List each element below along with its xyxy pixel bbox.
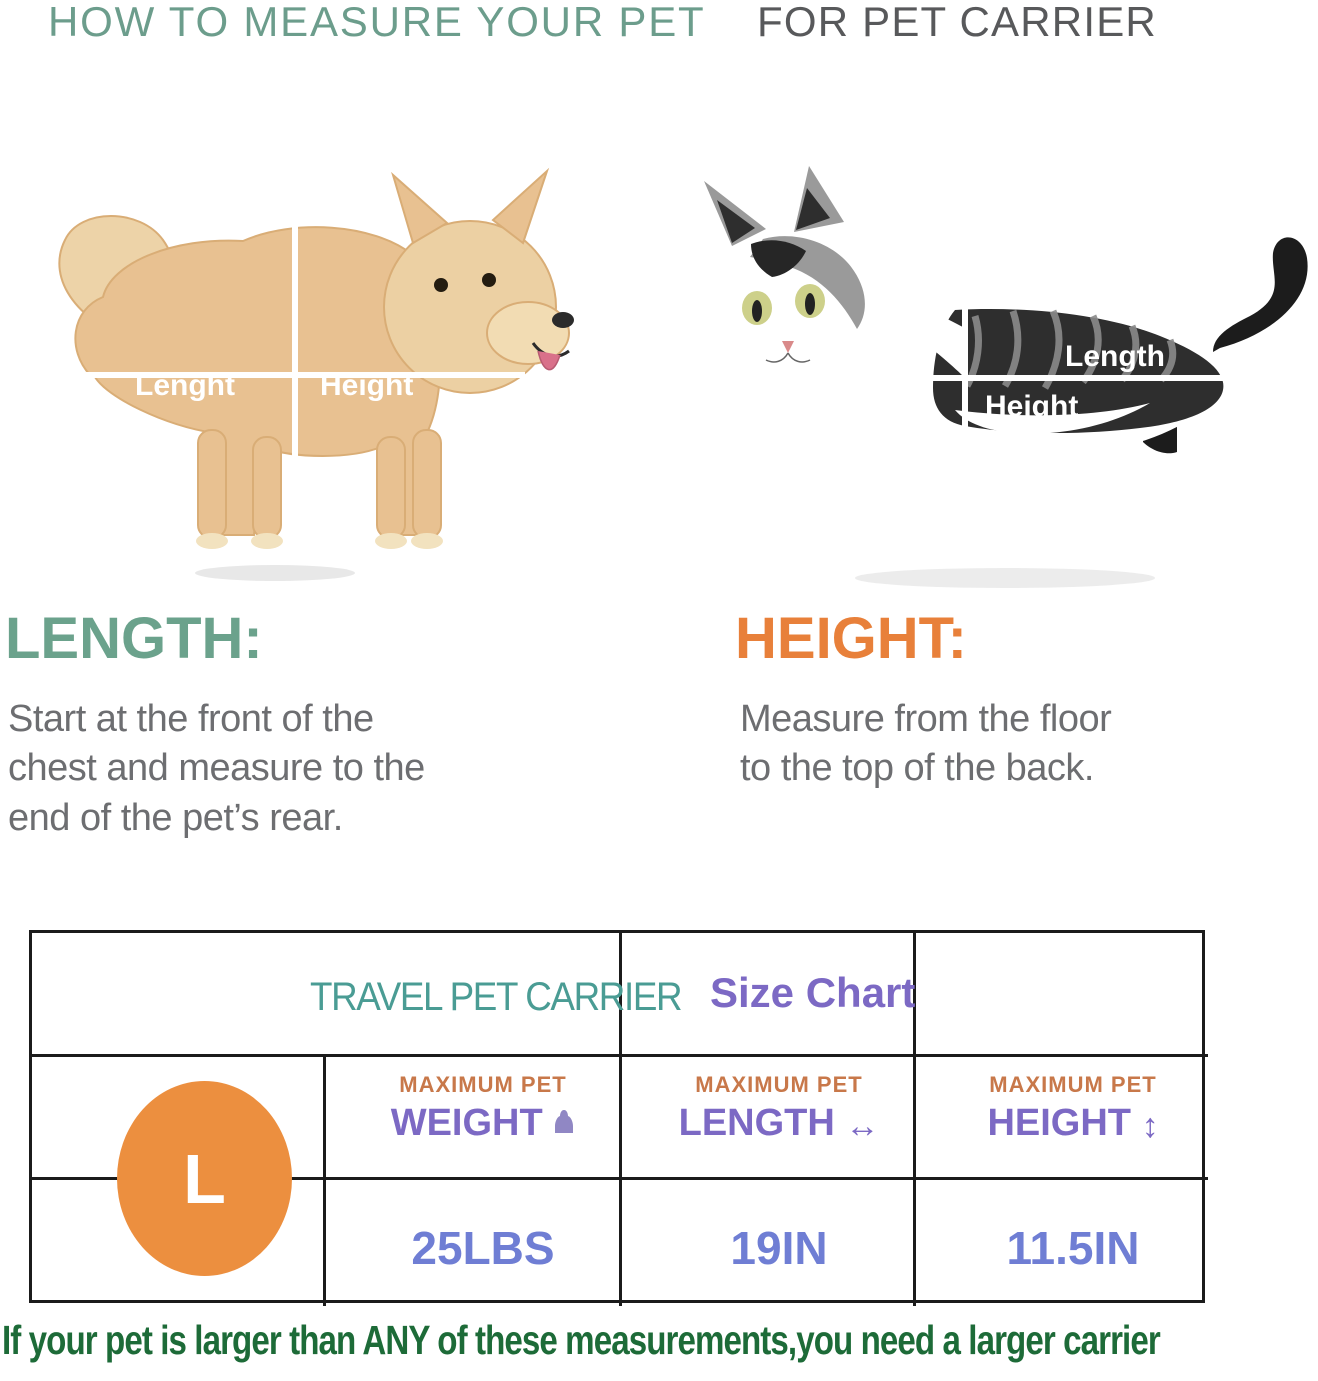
svg-text:Height: Height bbox=[320, 369, 413, 402]
svg-text:Lenght: Lenght bbox=[135, 369, 235, 402]
svg-text:Height: Height bbox=[985, 390, 1078, 423]
svg-text:Length: Length bbox=[1065, 340, 1165, 373]
